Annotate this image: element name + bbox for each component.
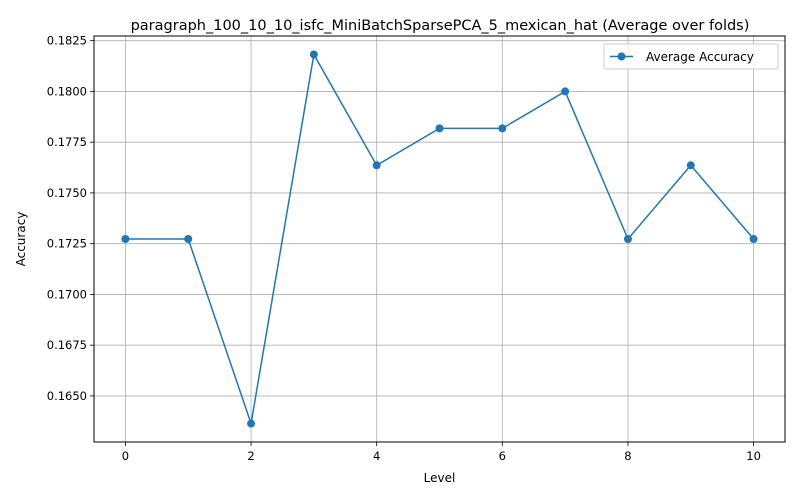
y-tick-label: 0.1825 bbox=[47, 34, 87, 48]
data-point bbox=[498, 124, 507, 133]
legend: Average Accuracy bbox=[603, 43, 779, 70]
y-tick-label: 0.1800 bbox=[47, 84, 87, 98]
y-tick-label: 0.1650 bbox=[47, 389, 87, 403]
y-tick-label: 0.1750 bbox=[47, 186, 87, 200]
x-tick-label: 8 bbox=[624, 449, 631, 463]
data-point bbox=[561, 87, 570, 96]
data-point bbox=[121, 235, 130, 243]
data-point bbox=[435, 124, 444, 133]
ticks: 0 2 4 6 8 10 0.1650 0.1675 0.1700 0.1725 0.1750 0.1… bbox=[47, 34, 761, 463]
chart-title: paragraph_100_10_10_isfc_MiniBatchSparse… bbox=[131, 18, 750, 34]
data-point bbox=[686, 161, 695, 170]
data-point bbox=[247, 419, 256, 428]
legend-marker-swatch bbox=[617, 52, 626, 61]
data-point bbox=[623, 235, 632, 243]
legend-box bbox=[603, 43, 779, 70]
data-point bbox=[184, 235, 193, 243]
y-tick-label: 0.1700 bbox=[47, 287, 87, 301]
x-tick-label: 6 bbox=[499, 449, 506, 463]
y-tick-label: 0.1675 bbox=[47, 338, 87, 352]
plot-area-frame bbox=[93, 35, 786, 443]
data-point bbox=[372, 161, 381, 170]
x-axis-label: Level bbox=[424, 471, 456, 485]
x-tick-label: 2 bbox=[247, 449, 254, 463]
x-tick-label: 10 bbox=[746, 449, 761, 463]
data-point bbox=[309, 50, 318, 59]
y-tick-label: 0.1775 bbox=[47, 135, 87, 149]
legend-entry-label: Average Accuracy bbox=[646, 50, 754, 64]
series-layer bbox=[121, 50, 758, 428]
x-tick-label: 4 bbox=[373, 449, 380, 463]
y-axis-label: Accuracy bbox=[14, 212, 28, 267]
y-tick-label: 0.1725 bbox=[47, 237, 87, 251]
x-tick-label: 0 bbox=[122, 449, 129, 463]
data-point bbox=[749, 235, 758, 243]
series-line bbox=[125, 52, 755, 424]
grid bbox=[94, 36, 785, 442]
